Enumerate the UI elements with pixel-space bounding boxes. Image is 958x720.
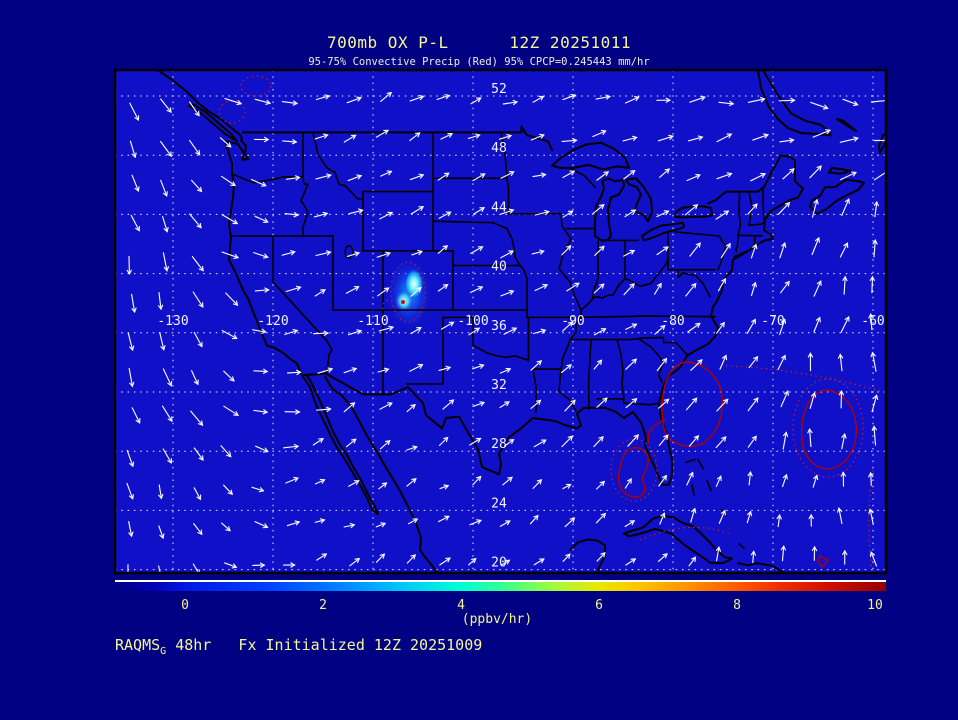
svg-text:32: 32: [491, 378, 507, 393]
svg-text:-100: -100: [457, 314, 488, 329]
svg-text:20: 20: [491, 556, 507, 571]
colorbar-tick-label: 0: [181, 598, 189, 613]
model-name: RAQMS: [115, 636, 161, 654]
svg-text:40: 40: [491, 260, 507, 275]
svg-text:-80: -80: [661, 314, 684, 329]
model-run-caption: RAQMSG 48hr Fx Initialized 12Z 20251009: [115, 636, 482, 657]
coastlines-and-borders: [157, 70, 886, 573]
colorbar-tick-label: 6: [595, 598, 603, 613]
colorbar-unit-label: (ppbv/hr): [461, 612, 533, 627]
grid-labels: 52 48 44 40 36 32 28 24 20 -130 -120 -110 -100 -90 -80…: [157, 82, 884, 571]
ox-pl-hotspot: [385, 256, 433, 332]
model-subscript: G: [160, 646, 167, 657]
svg-text:28: 28: [491, 437, 507, 452]
colorbar-tick-label: 8: [733, 598, 741, 613]
colorbar-tick-label: 4: [457, 598, 465, 613]
svg-text:24: 24: [491, 496, 507, 511]
svg-text:-120: -120: [257, 314, 288, 329]
colorbar-gradient: [115, 582, 886, 591]
svg-text:-110: -110: [357, 314, 388, 329]
svg-text:-130: -130: [157, 314, 188, 329]
caption-text: 48hr Fx Initialized 12Z 20251009: [166, 636, 483, 654]
colorbar-tick-label: 10: [867, 598, 883, 613]
svg-text:-60: -60: [861, 314, 884, 329]
plot-title: 700mb OX P-L 12Z 20251011: [327, 33, 631, 52]
svg-text:-90: -90: [561, 314, 584, 329]
map-frame: [113, 68, 888, 575]
svg-text:36: 36: [491, 319, 507, 334]
wind-vectors: [126, 91, 886, 573]
svg-text:44: 44: [491, 200, 507, 215]
svg-text:48: 48: [491, 141, 507, 156]
plot-subtitle: 95-75% Convective Precip (Red) 95% CPCP=…: [308, 56, 650, 68]
svg-text:-70: -70: [761, 314, 784, 329]
colorbar-tick-label: 2: [319, 598, 327, 613]
colorbar-top-rule: [115, 580, 886, 582]
svg-text:52: 52: [491, 82, 507, 97]
